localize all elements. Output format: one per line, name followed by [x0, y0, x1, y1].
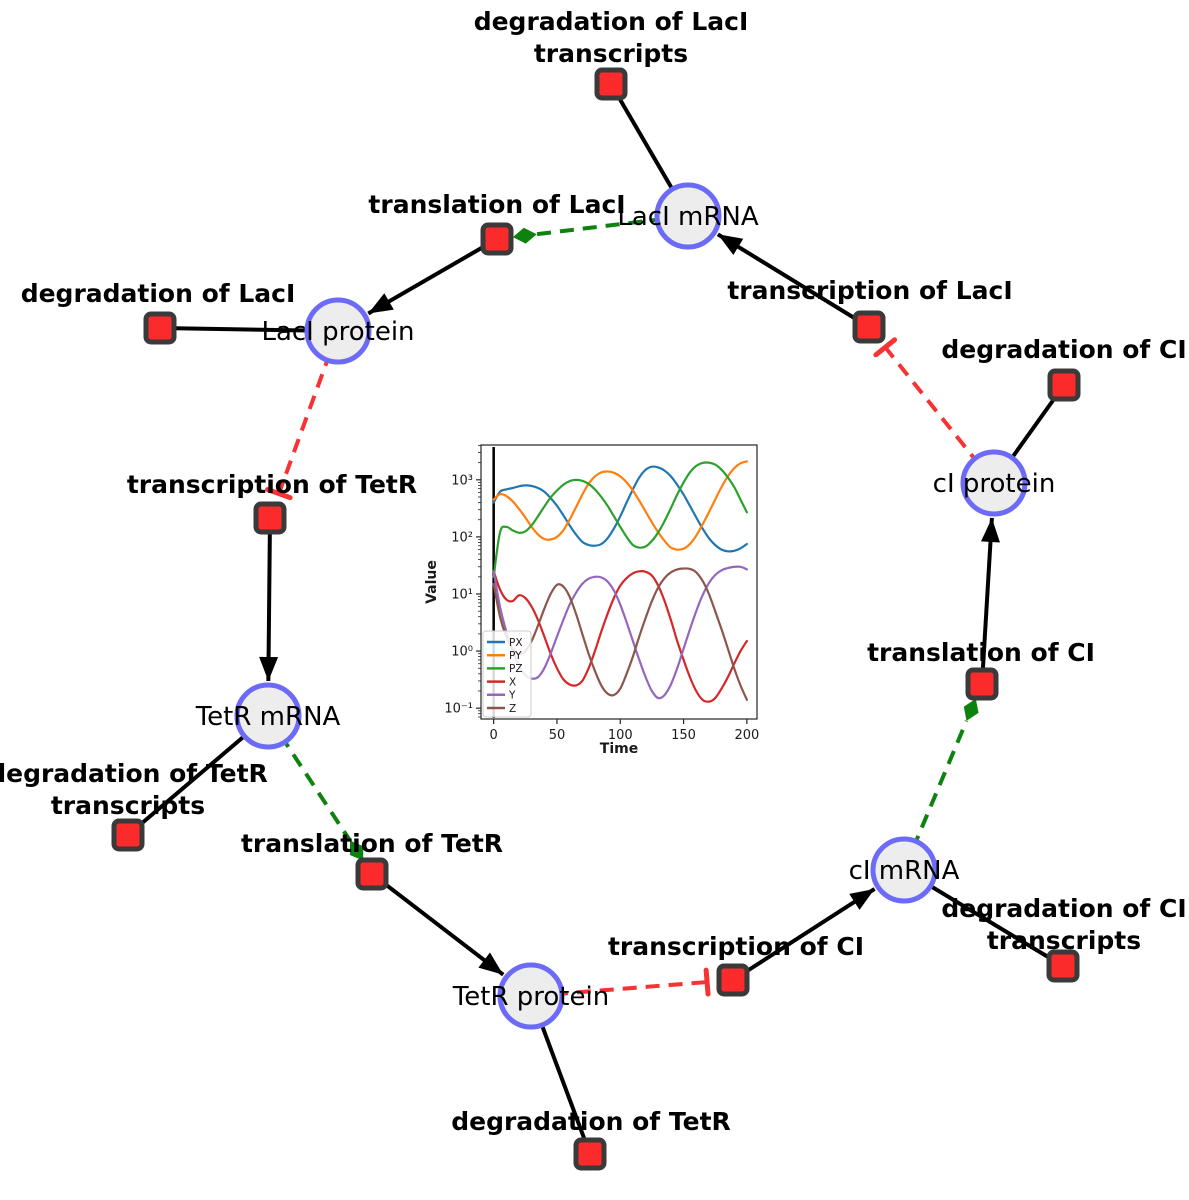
- species-label-laci-mrna: LacI mRNA: [617, 202, 758, 232]
- x-axis-label: Time: [600, 741, 638, 757]
- reaction-label-deg-laci: degradation of LacI: [21, 279, 296, 308]
- edge-production-translation-laci-to-laci-protein: [367, 237, 499, 316]
- series-line-px: [492, 465, 748, 553]
- y-tick-label: 10³: [451, 473, 473, 488]
- legend-label-y: Y: [508, 690, 516, 702]
- reaction-node-translation-tetr[interactable]: [355, 857, 389, 891]
- reaction-node-translation-ci[interactable]: [965, 667, 999, 701]
- edge-production-translation-tetr-to-tetr-protein-arrowhead-icon: [478, 952, 504, 975]
- x-tick-label: 150: [671, 728, 696, 743]
- species-node-ci-protein[interactable]: [960, 449, 1028, 517]
- reaction-label-deg-laci-transcripts: transcripts: [534, 39, 688, 68]
- species-label-ci-protein: cI protein: [933, 469, 1056, 499]
- simulation-timeseries-chart: 0 50 100 150 20010⁻¹10⁰10¹10²10³TimeValuePXP…: [425, 435, 770, 765]
- legend-label-z: Z: [509, 703, 516, 715]
- edge-production-transcription-ci-to-ci-mrna: [731, 887, 876, 982]
- reaction-label-transcription-ci: transcription of CI: [608, 932, 864, 961]
- legend-label-py: PY: [509, 650, 522, 662]
- reaction-node-deg-ci[interactable]: [1047, 368, 1081, 402]
- reaction-label-transcription-laci: transcription of LacI: [727, 276, 1012, 305]
- species-node-laci-mrna[interactable]: [654, 182, 722, 250]
- edge-production-transcription-tetr-to-tetr-mrna-arrowhead-icon: [259, 656, 279, 682]
- reaction-label-translation-ci: translation of CI: [867, 638, 1095, 667]
- legend-box: [482, 630, 532, 718]
- reaction-node-deg-laci[interactable]: [143, 311, 177, 345]
- nodes-layer: [111, 67, 1081, 1171]
- legend-label-pz: PZ: [509, 663, 523, 675]
- y-tick-label: 10⁰: [451, 645, 473, 660]
- reaction-label-translation-laci: translation of LacI: [368, 190, 625, 219]
- edge-inhibition-tetr-protein-to-transcription-ci-tbar-icon: [703, 967, 711, 997]
- x-tick-label: 50: [549, 728, 566, 743]
- edge-production-transcription-ci-to-ci-mrna-arrowhead-icon: [849, 888, 875, 910]
- y-tick-label: 10²: [451, 530, 473, 545]
- chart-background: [425, 435, 770, 765]
- edge-modifier-ci-mrna-to-translation-ci-diamond-icon: [963, 698, 979, 721]
- series-line-y: [492, 565, 748, 700]
- series-line-py: [492, 460, 748, 551]
- plot-frame: [480, 444, 758, 720]
- edge-production-transcription-tetr-to-tetr-mrna: [266, 517, 272, 682]
- species-node-ci-mrna[interactable]: [870, 836, 938, 904]
- edge-inhibition-laci-protein-to-transcription-tetr-tbar-icon: [265, 486, 293, 501]
- reaction-node-deg-laci-transcripts[interactable]: [594, 67, 628, 101]
- edge-production-translation-ci-to-ci-protein-arrowhead-icon: [981, 517, 1000, 543]
- edge-modifier-tetr-mrna-to-translation-tetr-diamond-icon: [349, 840, 364, 861]
- x-tick-label: 200: [734, 728, 759, 743]
- x-tick-label: 100: [608, 728, 633, 743]
- legend-label-x: X: [509, 676, 516, 688]
- reaction-label-deg-tetr-transcripts: transcripts: [51, 791, 205, 820]
- reaction-label-deg-tetr: degradation of TetR: [451, 1107, 731, 1136]
- edge-production-translation-tetr-to-tetr-protein: [370, 872, 505, 977]
- species-node-laci-protein[interactable]: [304, 297, 372, 365]
- series-line-x: [492, 570, 748, 703]
- reaction-label-deg-ci: degradation of CI: [941, 335, 1186, 364]
- reaction-label-deg-ci-transcripts: transcripts: [987, 926, 1141, 955]
- series-line-pz: [492, 461, 748, 578]
- reaction-node-transcription-tetr[interactable]: [253, 501, 287, 535]
- labels-layer: LacI mRNA LacI protein TetR mRNA TetR prote…: [0, 7, 1187, 1136]
- reaction-label-translation-tetr: translation of TetR: [241, 829, 503, 858]
- species-label-laci-protein: LacI protein: [261, 317, 414, 347]
- species-label-tetr-mrna: TetR mRNA: [195, 702, 341, 732]
- edge-modifier-laci-mrna-to-translation-laci-diamond-icon: [512, 227, 537, 244]
- legend-label-px: PX: [509, 637, 523, 649]
- reaction-node-transcription-ci[interactable]: [716, 963, 750, 997]
- reaction-node-translation-laci[interactable]: [480, 222, 514, 256]
- reaction-node-deg-tetr[interactable]: [573, 1137, 607, 1171]
- reaction-node-deg-tetr-transcripts[interactable]: [111, 818, 145, 852]
- y-tick-label: 10¹: [451, 587, 473, 602]
- reaction-label-deg-laci-transcripts: degradation of LacI: [474, 7, 749, 36]
- species-label-ci-mrna: cI mRNA: [849, 856, 960, 886]
- edge-production-translation-ci-to-ci-protein: [980, 517, 994, 685]
- y-axis-label: Value: [425, 560, 440, 604]
- y-tick-label: 10⁻¹: [444, 702, 473, 717]
- reaction-node-deg-ci-transcripts[interactable]: [1046, 949, 1080, 983]
- x-tick-label: 0: [490, 728, 498, 743]
- edge-production-transcription-laci-to-laci-mrna: [716, 232, 871, 329]
- reaction-label-transcription-tetr: transcription of TetR: [127, 470, 417, 499]
- edge-production-transcription-laci-to-laci-mrna-arrowhead-icon: [717, 234, 744, 255]
- reaction-label-deg-tetr-transcripts: degradation of TetR: [0, 759, 268, 788]
- species-node-tetr-protein[interactable]: [497, 962, 565, 1030]
- reaction-node-transcription-laci[interactable]: [852, 310, 886, 344]
- species-label-tetr-protein: TetR protein: [452, 982, 609, 1012]
- species-node-tetr-mrna[interactable]: [234, 682, 302, 750]
- edge-inhibition-ci-protein-to-transcription-laci-tbar-icon: [873, 337, 898, 358]
- reaction-label-deg-ci-transcripts: degradation of CI: [941, 894, 1186, 923]
- series-line-z: [492, 567, 748, 701]
- edge-production-translation-laci-to-laci-protein-arrowhead-icon: [368, 293, 394, 314]
